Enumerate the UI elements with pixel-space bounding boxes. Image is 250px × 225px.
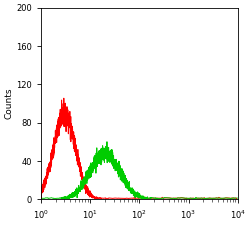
Y-axis label: Counts: Counts: [4, 88, 13, 119]
